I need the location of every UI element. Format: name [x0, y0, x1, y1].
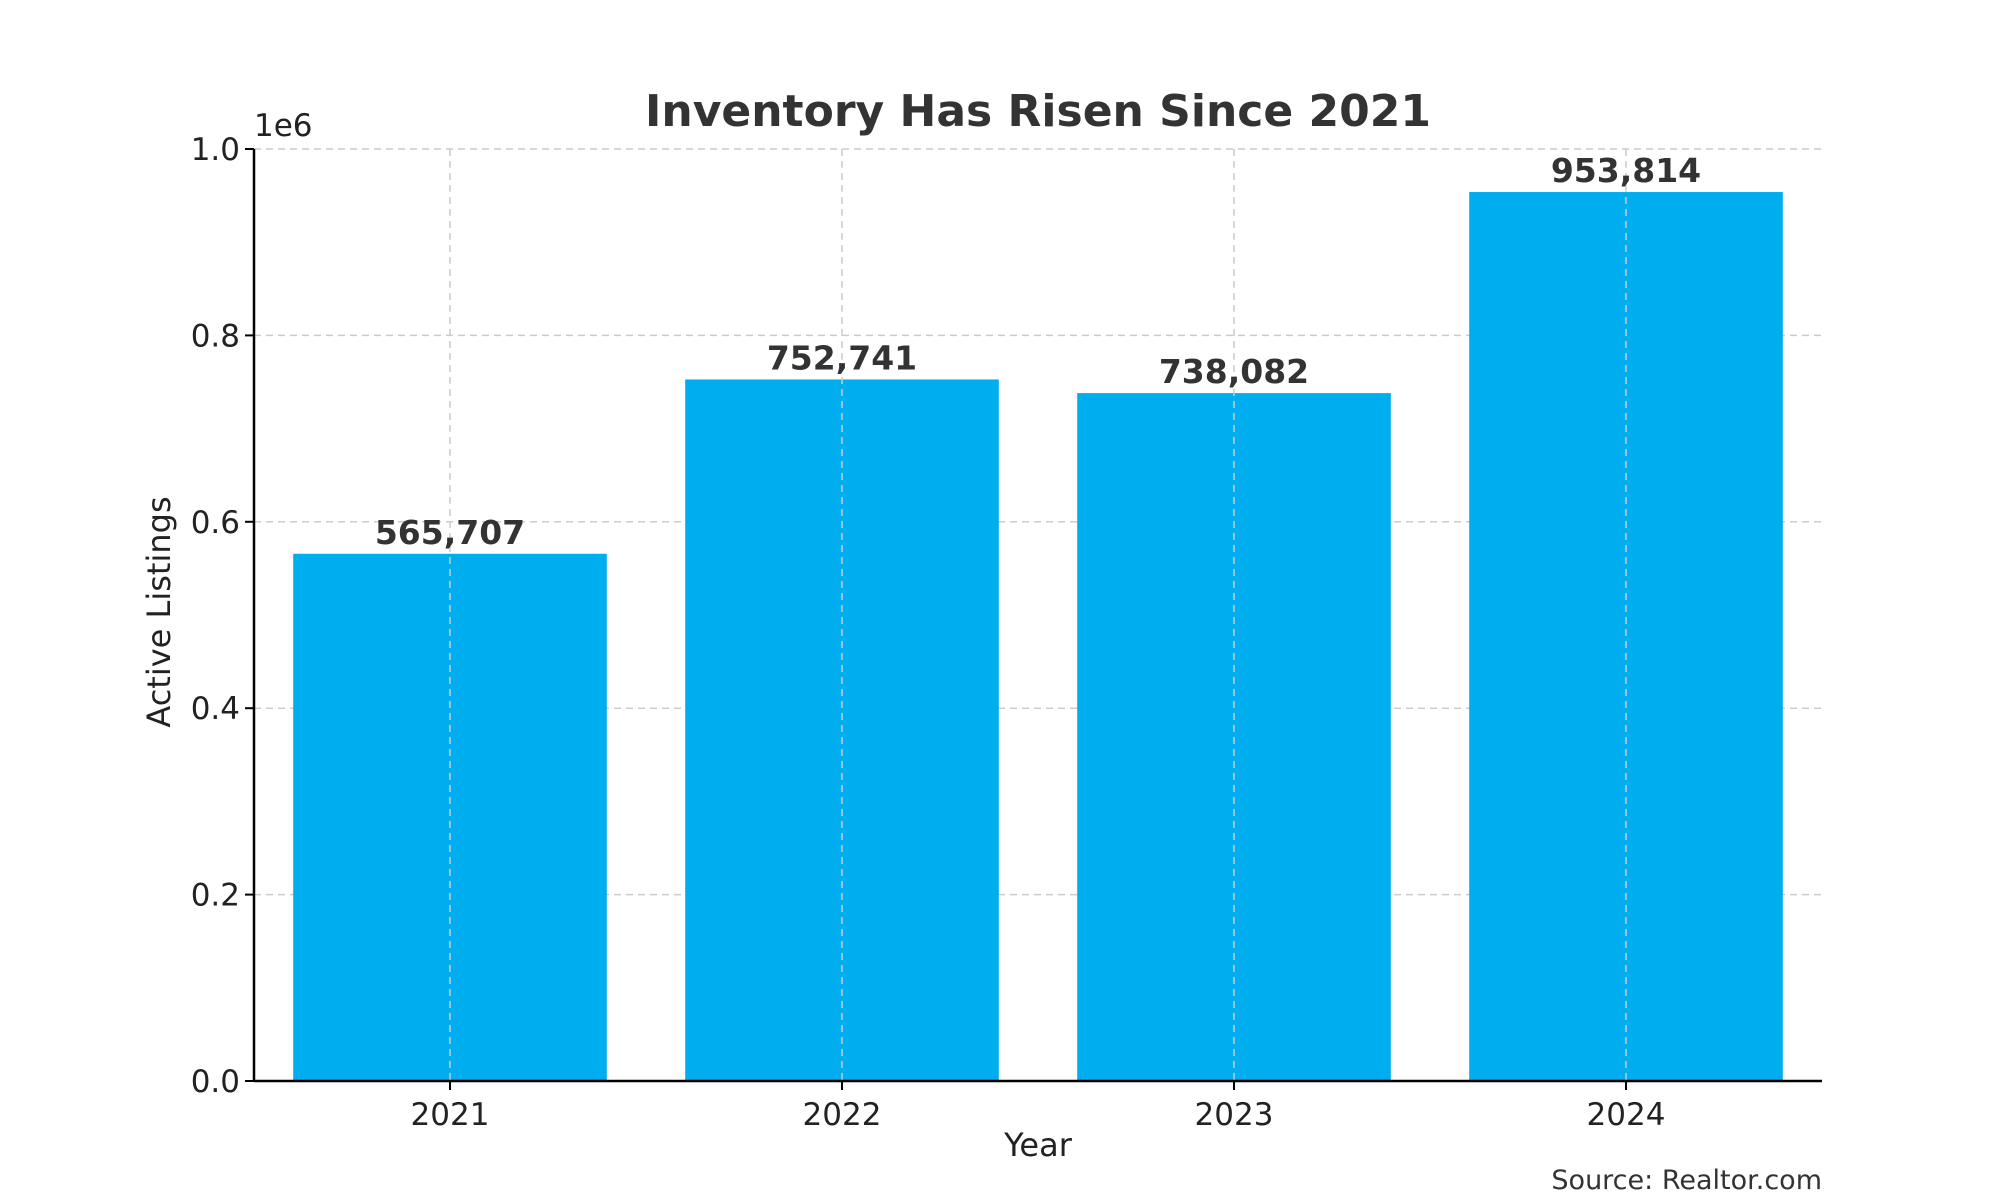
y-tick-label: 0.4: [191, 691, 240, 727]
y-tick-label: 0.0: [191, 1064, 240, 1100]
y-axis-label: Active Listings: [140, 496, 178, 727]
value-label-2021: 565,707: [375, 513, 525, 552]
x-axis-label: Year: [1003, 1126, 1073, 1164]
x-tick-label: 2024: [1587, 1097, 1666, 1133]
bar-layer: [293, 192, 1783, 1082]
x-tick-label: 2022: [803, 1097, 882, 1133]
label-layer: 0.0 0.2 0.4 0.6 0.8 1.0 2021 2022 2023 2024 565,70…: [191, 132, 1701, 1133]
x-tick-label: 2023: [1195, 1097, 1274, 1133]
chart-title: Inventory Has Risen Since 2021: [645, 86, 1431, 137]
value-label-2024: 953,814: [1551, 151, 1701, 190]
source-note: Source: Realtor.com: [1551, 1165, 1822, 1196]
y-axis-offset-label: 1e6: [254, 108, 313, 144]
y-tick-label: 0.2: [191, 878, 240, 914]
value-label-2022: 752,741: [767, 338, 917, 377]
x-tick-label: 2021: [411, 1097, 490, 1133]
axis-layer: [245, 148, 1822, 1090]
y-tick-label: 0.8: [191, 318, 240, 354]
value-label-2023: 738,082: [1159, 352, 1309, 391]
y-tick-label: 0.6: [191, 505, 240, 541]
y-tick-label: 1.0: [191, 132, 240, 168]
